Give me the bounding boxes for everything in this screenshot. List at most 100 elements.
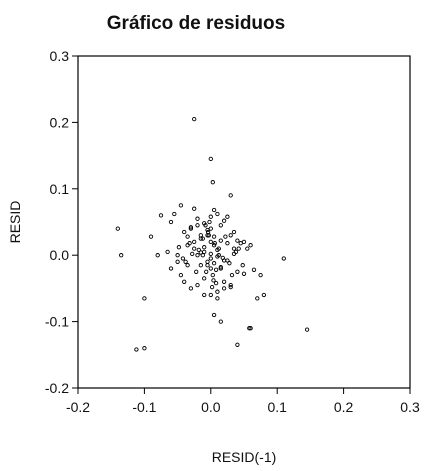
data-point <box>192 246 197 251</box>
data-point <box>211 243 217 248</box>
data-point <box>211 261 217 266</box>
data-point <box>155 253 160 258</box>
data-point <box>165 249 170 255</box>
data-point <box>205 229 211 235</box>
data-point <box>195 282 200 288</box>
data-point <box>194 269 199 274</box>
data-point <box>190 251 195 257</box>
data-point <box>221 218 227 223</box>
data-point <box>205 263 210 268</box>
data-point <box>233 249 239 255</box>
data-point <box>202 245 207 250</box>
data-point <box>216 246 221 251</box>
data-point <box>208 226 213 231</box>
data-points <box>115 116 310 352</box>
y-tick-label: 0.2 <box>50 114 70 130</box>
data-point <box>221 279 227 284</box>
data-point <box>255 296 260 301</box>
y-axis-label: RESID <box>7 201 23 244</box>
data-point <box>180 256 186 261</box>
data-point <box>168 219 174 225</box>
data-point <box>215 296 220 301</box>
data-point <box>198 263 203 268</box>
x-tick-label: 0.2 <box>334 399 354 415</box>
data-point <box>148 234 154 239</box>
data-point <box>192 239 197 245</box>
chart-title: Gráfico de residuos <box>107 13 285 34</box>
data-point <box>195 216 200 221</box>
data-point <box>211 207 217 213</box>
y-tick-label: -0.2 <box>45 380 69 396</box>
data-point <box>192 116 197 122</box>
data-point <box>241 239 247 245</box>
data-point <box>215 211 220 217</box>
data-point <box>183 259 188 264</box>
data-point <box>241 271 247 276</box>
data-point <box>240 263 245 268</box>
data-point <box>178 203 184 208</box>
data-point <box>168 266 174 271</box>
data-point <box>208 214 213 219</box>
data-point <box>218 223 223 228</box>
data-point <box>218 266 223 271</box>
data-point <box>175 253 180 258</box>
data-point <box>213 267 219 272</box>
data-point <box>207 219 212 225</box>
x-tick-label: 0.1 <box>267 399 287 415</box>
data-point <box>182 279 187 284</box>
data-point <box>200 253 205 258</box>
data-point <box>229 272 235 278</box>
data-point <box>281 256 286 261</box>
data-point <box>198 236 203 241</box>
plot-frame <box>77 55 411 389</box>
data-point <box>172 211 177 217</box>
data-point <box>208 251 213 257</box>
data-point <box>188 286 194 291</box>
data-point <box>211 234 217 239</box>
data-point <box>211 312 217 318</box>
data-point <box>185 234 190 239</box>
data-point <box>228 282 233 288</box>
data-point <box>192 206 197 211</box>
data-point <box>178 272 184 278</box>
data-point <box>212 241 217 246</box>
data-point <box>195 253 200 258</box>
data-point <box>208 156 213 162</box>
data-point <box>304 327 310 332</box>
data-point <box>228 284 233 290</box>
y-tick-label: 0.1 <box>50 181 70 197</box>
data-point <box>235 269 240 274</box>
data-point <box>142 346 147 351</box>
data-point <box>228 193 233 198</box>
data-point <box>235 238 240 243</box>
data-point <box>228 233 233 238</box>
data-point <box>231 251 237 257</box>
data-point <box>200 236 205 241</box>
data-point <box>215 289 220 294</box>
data-point <box>202 292 207 298</box>
data-point <box>119 253 124 258</box>
data-point <box>158 213 164 218</box>
data-point <box>236 246 241 251</box>
data-point <box>176 245 182 250</box>
x-tick-label: -0.1 <box>132 399 156 415</box>
data-point <box>185 263 190 268</box>
data-point <box>216 253 221 258</box>
data-point <box>218 238 223 243</box>
data-point <box>198 250 203 255</box>
data-point <box>245 246 250 251</box>
data-point <box>204 269 209 274</box>
data-point <box>195 223 200 228</box>
data-point <box>231 246 237 251</box>
data-point <box>205 259 210 264</box>
data-point <box>261 292 267 298</box>
data-point <box>175 259 180 264</box>
data-point <box>248 243 253 248</box>
x-axis: -0.2 -0.1 0.0 0.1 0.2 0.3 <box>66 388 420 415</box>
data-point <box>208 292 213 298</box>
y-tick-label: -0.1 <box>45 314 69 330</box>
data-point <box>203 223 208 228</box>
data-point <box>235 342 240 347</box>
y-axis: -0.2 -0.1 0.0 0.1 0.2 0.3 <box>45 48 78 396</box>
